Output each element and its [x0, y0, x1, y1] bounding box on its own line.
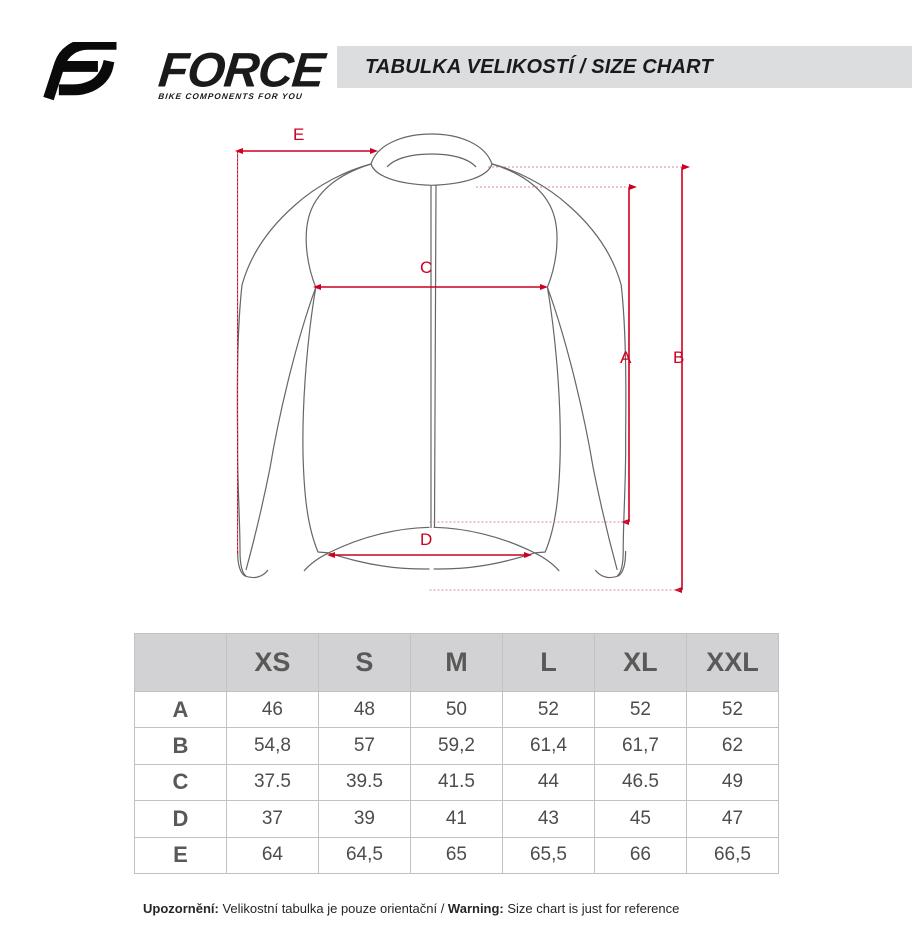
svg-text:A: A: [620, 348, 632, 367]
svg-text:D: D: [420, 530, 432, 549]
svg-text:BIKE COMPONENTS FOR YOU: BIKE COMPONENTS FOR YOU: [158, 92, 303, 101]
svg-text:C: C: [420, 258, 432, 277]
svg-text:B: B: [673, 348, 684, 367]
svg-text:E: E: [293, 125, 304, 144]
svg-text:FORCE: FORCE: [156, 44, 329, 98]
